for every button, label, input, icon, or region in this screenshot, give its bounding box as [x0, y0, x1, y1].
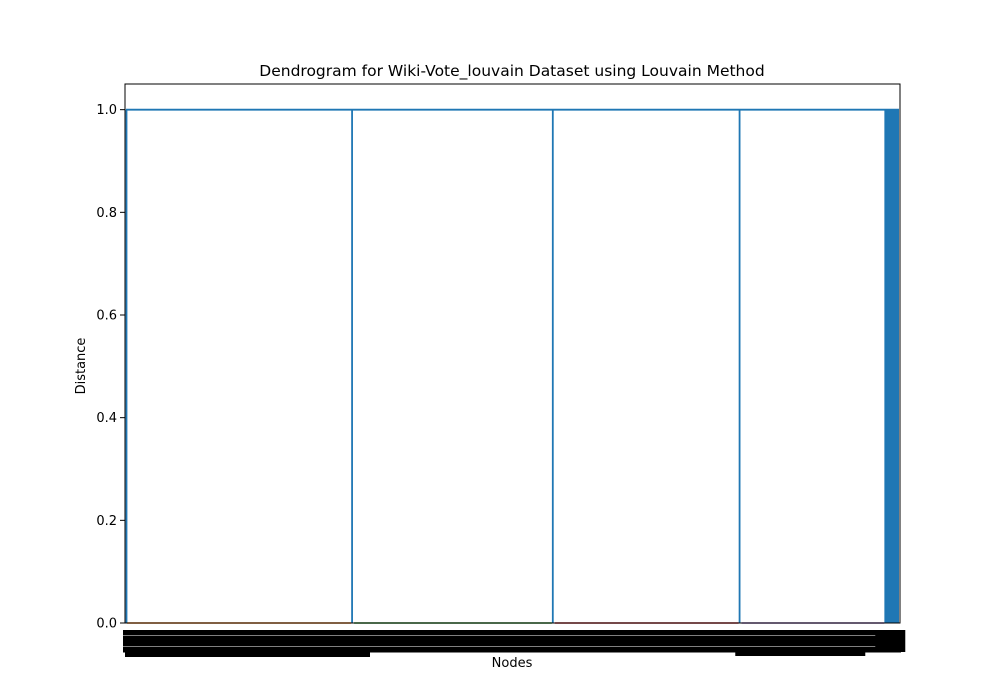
y-tick-label: 0.8: [96, 206, 117, 221]
y-tick-label: 0.2: [96, 514, 117, 529]
y-axis-label: Distance: [74, 338, 89, 395]
leaf-label-band: [125, 651, 370, 657]
y-tick-label: 0.4: [96, 411, 117, 426]
y-tick-label: 0.0: [96, 617, 117, 632]
leaf-label-band: [123, 630, 901, 635]
leaf-label-band: [735, 651, 866, 656]
plot-frame: [124, 83, 901, 624]
plot-area: [125, 108, 899, 624]
leaf-label-band: [875, 630, 906, 652]
leaf-label-band: [123, 635, 901, 642]
dense-singleton-links: [885, 109, 899, 623]
y-axis: 0.0 0.2 0.4 0.6 0.8 1.0: [96, 103, 125, 632]
x-axis-leaf-labels: [123, 630, 906, 657]
y-tick-label: 0.6: [96, 309, 117, 324]
leaf-label-band: [123, 646, 901, 653]
chart-title: Dendrogram for Wiki-Vote_louvain Dataset…: [259, 62, 764, 81]
y-tick-label: 1.0: [96, 103, 117, 118]
leaf-label-band: [123, 641, 901, 646]
x-axis-label: Nodes: [492, 656, 533, 671]
